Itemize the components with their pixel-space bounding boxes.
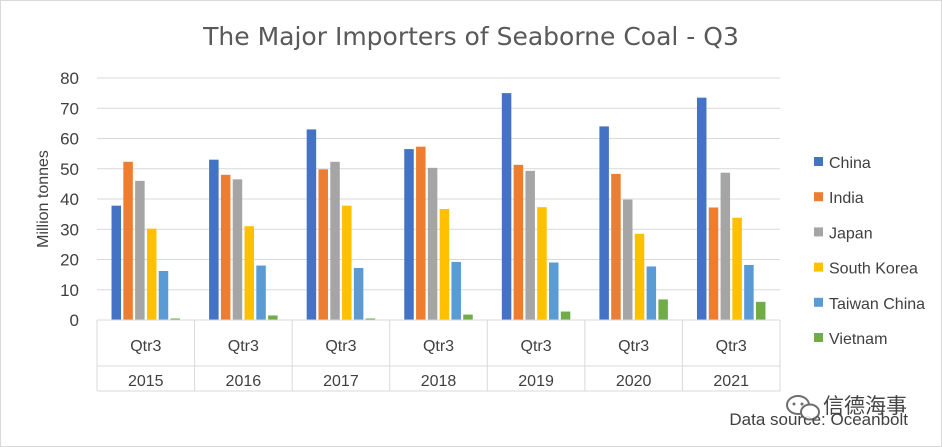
y-axis-label: Million tonnes: [35, 150, 52, 248]
bar-taiwan-china-2017: [353, 267, 364, 320]
bar-vietnam-2017: [365, 318, 376, 320]
bars: [111, 93, 766, 321]
bar-japan-2018: [427, 167, 438, 320]
y-tick-label: 30: [60, 220, 79, 239]
bar-vietnam-2020: [658, 299, 668, 320]
y-tick-label: 50: [60, 160, 79, 179]
y-tick-label: 10: [60, 281, 79, 300]
legend-swatch: [814, 297, 823, 307]
y-axis-ticks: 0 10 20 30 40 50 60 70 80: [60, 69, 79, 330]
bar-india-2017: [318, 169, 328, 320]
gridlines: [97, 77, 780, 291]
x-tick-year: 2020: [616, 373, 652, 390]
x-tick-year: 2021: [713, 373, 749, 390]
bar-south-korea-2021: [732, 217, 742, 320]
bar-china-2018: [404, 149, 414, 320]
bar-japan-2016: [232, 179, 243, 320]
y-tick-label: 70: [60, 99, 79, 118]
watermark-text: 信德海事: [823, 394, 907, 418]
x-tick-quarter: Qtr3: [521, 338, 552, 355]
bar-vietnam-2018: [463, 314, 473, 320]
legend-label: Taiwan China: [829, 296, 925, 313]
y-tick-label: 20: [60, 251, 79, 270]
bar-vietnam-2021: [755, 301, 766, 320]
bar-china-2016: [209, 159, 219, 320]
bar-south-korea-2015: [146, 228, 157, 320]
bar-india-2019: [513, 164, 524, 320]
bar-japan-2021: [720, 172, 731, 320]
x-tick-year: 2019: [518, 373, 554, 390]
x-tick-year: 2015: [128, 373, 164, 390]
legend-label: South Korea: [829, 261, 918, 278]
bar-taiwan-china-2016: [256, 265, 266, 320]
bar-taiwan-china-2021: [744, 264, 754, 320]
bar-south-korea-2019: [537, 207, 547, 320]
y-tick-label: 60: [60, 130, 79, 149]
legend-swatch: [814, 227, 823, 237]
legend-label: China: [829, 155, 871, 172]
legend-label: Vietnam: [829, 331, 887, 348]
x-tick-quarter: Qtr3: [423, 338, 454, 355]
bar-japan-2017: [330, 161, 340, 320]
y-tick-label: 40: [60, 190, 79, 209]
x-tick-year: 2017: [323, 373, 359, 390]
bar-south-korea-2020: [634, 233, 645, 320]
x-tick-quarter: Qtr3: [716, 338, 747, 355]
chart-title: The Major Importers of Seaborne Coal - Q…: [202, 22, 739, 51]
bar-india-2018: [416, 146, 426, 320]
bar-china-2021: [696, 97, 707, 320]
legend: China India Japan South Korea Taiwan China Vi…: [814, 155, 925, 348]
bar-japan-2019: [525, 170, 535, 320]
bar-japan-2020: [622, 199, 633, 320]
bar-south-korea-2018: [439, 208, 450, 320]
x-tick-quarter: Qtr3: [228, 338, 259, 355]
bar-south-korea-2016: [244, 226, 255, 320]
legend-swatch: [814, 262, 823, 272]
y-tick-label: 80: [60, 69, 79, 88]
x-tick-year: 2016: [226, 373, 262, 390]
bar-taiwan-china-2018: [451, 261, 461, 320]
legend-label: India: [829, 190, 864, 207]
legend-swatch: [814, 157, 823, 166]
bar-china-2020: [599, 126, 609, 321]
bar-taiwan-china-2015: [158, 270, 169, 320]
bar-india-2016: [220, 174, 231, 320]
bar-china-2015: [111, 205, 122, 320]
data-source-note: Data source: Oceanbolt: [729, 410, 908, 429]
bar-taiwan-china-2019: [549, 262, 559, 320]
bar-china-2017: [306, 129, 317, 320]
bar-vietnam-2015: [170, 318, 181, 320]
bar-china-2019: [501, 93, 512, 320]
bar-vietnam-2016: [268, 315, 278, 320]
x-tick-quarter: Qtr3: [130, 338, 161, 355]
bar-india-2021: [708, 207, 719, 320]
legend-label: Japan: [829, 225, 873, 242]
wechat-icon: [786, 395, 820, 421]
category-axis-table: Qtr3 2015 Qtr3 2016 Qtr3 2017 Qtr3 2018 Qtr3 2019…: [96, 319, 781, 392]
watermark: 信德海事: [786, 394, 907, 421]
bar-india-2015: [123, 161, 133, 320]
bar-japan-2015: [135, 180, 145, 320]
y-tick-label: 0: [70, 311, 79, 330]
x-tick-year: 2018: [421, 373, 457, 390]
legend-swatch: [814, 192, 823, 202]
bar-vietnam-2019: [560, 311, 571, 320]
legend-swatch: [814, 333, 823, 342]
bar-india-2020: [611, 173, 621, 320]
x-tick-quarter: Qtr3: [618, 338, 649, 355]
bar-south-korea-2017: [342, 205, 352, 320]
bar-taiwan-china-2020: [646, 266, 657, 320]
x-tick-quarter: Qtr3: [325, 338, 356, 355]
